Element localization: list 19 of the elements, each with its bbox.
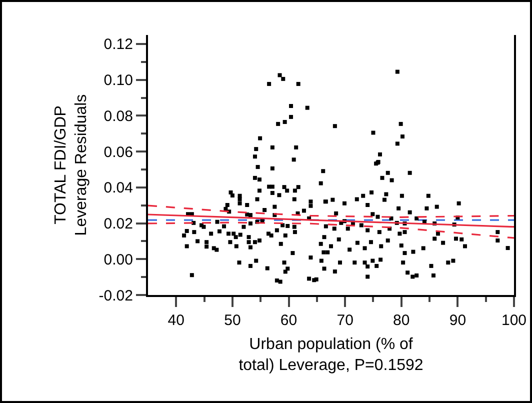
line-series (148, 204, 514, 218)
y-tick-label: -0.02 (98, 287, 133, 304)
x-axis-title: Urban population (% of total) Leverage, P=0.1592 (238, 336, 424, 374)
y-tick-label: 0.08 (104, 108, 133, 125)
y-tick-label: 0.02 (104, 216, 133, 233)
y-axis-title: TOTAL FDI/GDP Leverage Residuals (52, 94, 90, 236)
y-tick-label: 0.06 (104, 144, 133, 161)
x-tick-label: 100 (501, 312, 527, 329)
x-tick-label: 40 (168, 312, 184, 329)
line-series (148, 222, 514, 239)
y-tick-label: 0.00 (104, 251, 133, 268)
y-tick-label: 0.12 (104, 36, 133, 54)
x-tick-label: 90 (449, 312, 466, 329)
x-tick-label: 70 (336, 312, 354, 329)
x-tick-label: 50 (224, 312, 241, 329)
x-tick-label: 60 (280, 312, 298, 329)
x-tick-label: 80 (393, 312, 410, 329)
y-tick-label: 0.10 (104, 72, 133, 90)
y-tick-label: 0.04 (104, 180, 133, 197)
